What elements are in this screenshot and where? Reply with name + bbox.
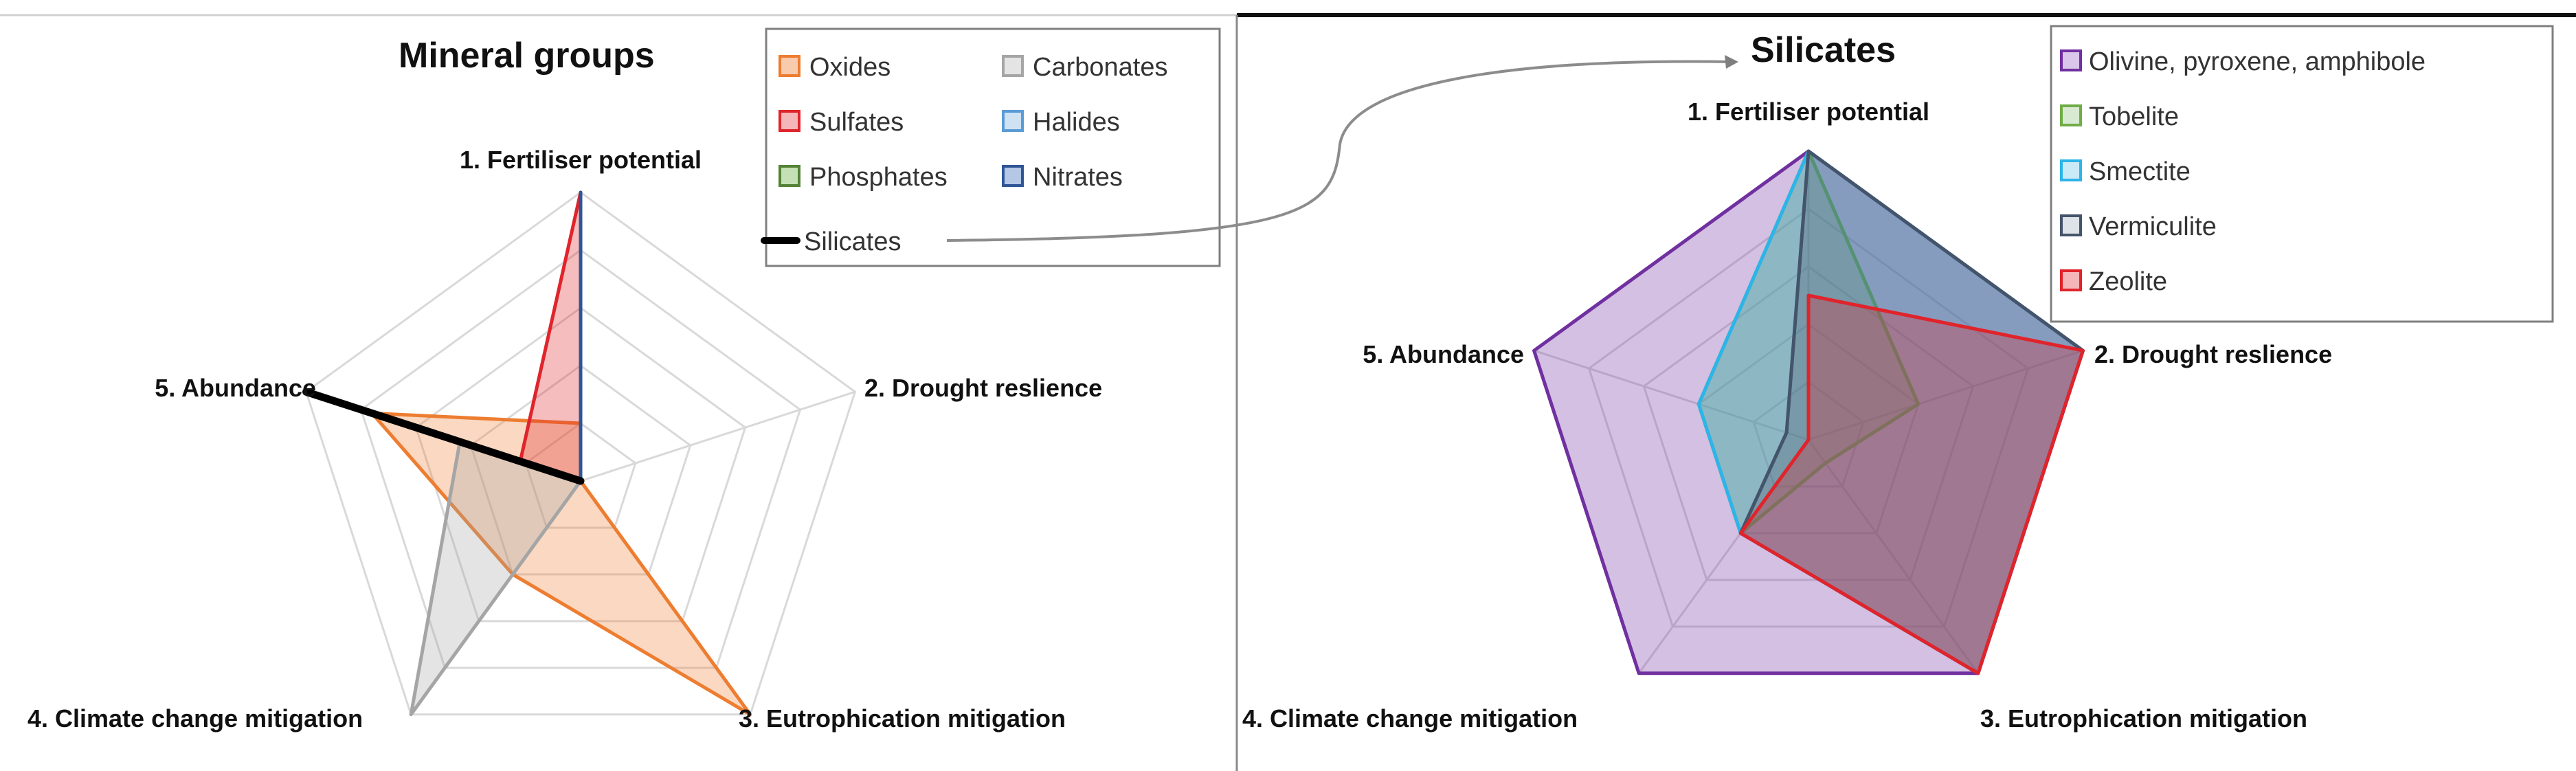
- legend-item-vermiculite: Vermiculite: [2060, 212, 2217, 241]
- axis-label-eutrophication-mitigation-left: 3. Eutrophication mitigation: [739, 704, 1066, 733]
- axis-label-drought-reslience-right: 2. Drought reslience: [2094, 340, 2332, 368]
- radar-chart-mineral-groups: Mineral groups 1. Fertiliser potential 2…: [27, 27, 1221, 733]
- chart-title-mineral-groups: Mineral groups: [399, 36, 655, 76]
- legend-swatch-nitrates: [1002, 165, 1024, 187]
- legend-label-zeolite: Zeolite: [2089, 267, 2167, 296]
- axis-label-fertiliser-potential-left: 1. Fertiliser potential: [460, 146, 702, 174]
- connector-curve: [946, 60, 1732, 242]
- grid-ring-left-5: [304, 191, 857, 716]
- grid-ring-right-2: [1697, 323, 1920, 535]
- legend-item-oxides: Oxides: [779, 53, 891, 82]
- grid-ring-left-3: [414, 306, 747, 623]
- legend-swatch-sulfates: [779, 110, 800, 132]
- radar-series-left: [302, 190, 752, 717]
- legend-item-nitrates: Nitrates: [1002, 163, 1123, 192]
- grid-ring-right-3: [1642, 265, 1975, 581]
- legend-label-silicates: Silicates: [804, 227, 901, 256]
- grid-ring-left-4: [359, 249, 802, 669]
- legend-swatch-carbonates: [1002, 55, 1024, 77]
- grid-ring-left-2: [469, 364, 692, 576]
- legend-item-halides: Halides: [1002, 108, 1120, 137]
- axis-label-climate-change-mitigation-left: 4. Climate change mitigation: [27, 704, 363, 733]
- legend-frame-right: [2050, 25, 2554, 323]
- legend-label-oxides: Oxides: [809, 53, 891, 82]
- legend-swatch-halides: [1002, 110, 1024, 132]
- legend-item-silicates: Silicates: [761, 227, 901, 256]
- legend-label-phosphates: Phosphates: [809, 163, 948, 192]
- legend-label-smectite: Smectite: [2089, 157, 2191, 186]
- radar-chart-silicates: Silicates 1. Fertiliser potential 2. Dro…: [1242, 25, 2554, 733]
- connector-arrowhead: [1725, 55, 1738, 69]
- series-silicates-line: [302, 388, 585, 485]
- series-sulfates-area: [518, 190, 583, 483]
- chart-title-silicates: Silicates: [1751, 30, 1896, 70]
- legend-frame-left: [765, 27, 1221, 267]
- legend-swatch-tobelite: [2060, 104, 2082, 126]
- axis-label-drought-reslience-left: 2. Drought reslience: [864, 374, 1102, 402]
- legend-item-zeolite: Zeolite: [2060, 267, 2167, 296]
- silicates-connector-arrow: [946, 55, 1738, 242]
- legend-label-halides: Halides: [1033, 108, 1120, 137]
- legend-swatch-oxides: [779, 55, 800, 77]
- axis-label-climate-change-mitigation-right: 4. Climate change mitigation: [1242, 704, 1578, 733]
- legend-item-smectite: Smectite: [2060, 157, 2191, 186]
- grid-ring-left-1: [524, 422, 637, 529]
- axis-label-abundance-right: 5. Abundance: [1363, 340, 1524, 368]
- axis-label-fertiliser-potential-right: 1. Fertiliser potential: [1688, 98, 1929, 126]
- grid-ring-right-1: [1752, 381, 1865, 488]
- legend-item-olivine-pyroxene-amphibole: Olivine, pyroxene, amphibole: [2060, 47, 2426, 76]
- series-zeolite-area: [1738, 293, 2085, 675]
- legend-label-sulfates: Sulfates: [809, 108, 904, 137]
- legend-label-tobelite: Tobelite: [2089, 102, 2179, 131]
- axis-label-eutrophication-mitigation-right: 3. Eutrophication mitigation: [1980, 704, 2307, 733]
- legend-label-nitrates: Nitrates: [1033, 163, 1123, 192]
- grid-spoke-left-2: [580, 390, 855, 482]
- legend-swatch-zeolite: [2060, 269, 2082, 291]
- axis-label-abundance-left: 5. Abundance: [155, 374, 316, 402]
- grid-ring-right-4: [1587, 208, 2030, 628]
- legend-mineral-groups: Oxides Carbonates Sulfates Halides Phosp…: [761, 27, 1221, 267]
- legend-item-phosphates: Phosphates: [779, 163, 948, 192]
- legend-label-carbonates: Carbonates: [1033, 53, 1167, 82]
- legend-item-sulfates: Sulfates: [779, 108, 904, 137]
- grid-spoke-right-3: [1807, 439, 1980, 674]
- grid-spoke-right-5: [1534, 349, 1809, 441]
- legend-swatch-vermiculite: [2060, 214, 2082, 236]
- legend-item-carbonates: Carbonates: [1002, 53, 1167, 82]
- legend-swatch-phosphates: [779, 165, 800, 187]
- legend-swatch-olivine-pyroxene-amphibole: [2060, 49, 2082, 71]
- grid-spoke-right-2: [1808, 349, 2083, 441]
- legend-item-tobelite: Tobelite: [2060, 102, 2179, 131]
- radar-series-right: [1532, 149, 2085, 675]
- legend-silicates: Olivine, pyroxene, amphibole Tobelite Sm…: [2050, 25, 2554, 323]
- legend-swatch-smectite: [2060, 159, 2082, 181]
- legend-label-olivine-pyroxene-amphibole: Olivine, pyroxene, amphibole: [2089, 47, 2426, 76]
- legend-label-vermiculite: Vermiculite: [2089, 212, 2217, 241]
